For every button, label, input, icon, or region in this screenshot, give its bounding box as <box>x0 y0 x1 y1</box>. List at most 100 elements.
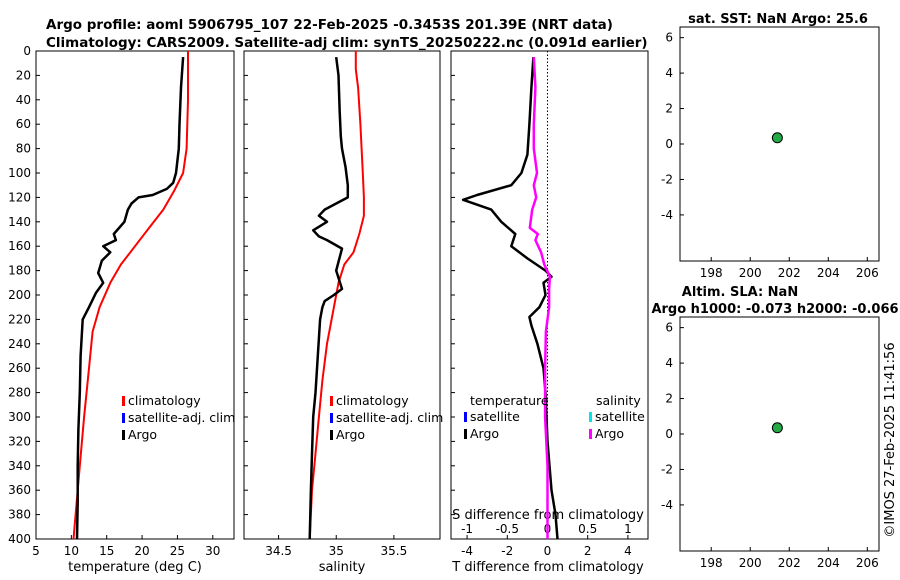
salinity-argo-line <box>308 56 350 540</box>
temperature-tick-label: 15 <box>99 544 114 558</box>
difference-legend-swatch <box>464 412 467 422</box>
difference-legend-swatch <box>589 429 592 439</box>
depth-tick-label: 40 <box>16 93 31 107</box>
difference-legend-swatch <box>464 429 467 439</box>
temperature-tick-label: 30 <box>205 544 220 558</box>
t-difference-tick-label: -4 <box>461 544 473 558</box>
depth-tick-label: 220 <box>8 312 31 326</box>
sla-ytick-label: 0 <box>665 427 673 441</box>
sst-ytick-label: 6 <box>665 31 673 45</box>
sst-ytick-label: -4 <box>661 208 673 222</box>
difference-legend-label: satellite <box>595 409 645 424</box>
figure-title-line2: Climatology: CARS2009. Satellite-adj cli… <box>46 35 648 51</box>
s-difference-tick-label: -1 <box>461 522 473 536</box>
t-difference-tick-label: -2 <box>501 544 513 558</box>
sla-xtick-label: 202 <box>778 556 801 570</box>
figure-title-line1: Argo profile: aoml 5906795_107 22-Feb-20… <box>46 17 613 33</box>
depth-tick-label: 120 <box>8 190 31 204</box>
temperature-plot-frame <box>35 50 235 540</box>
sla-ytick-label: 4 <box>665 356 673 370</box>
depth-tick-label: 260 <box>8 361 31 375</box>
salinity-tick-label: 35 <box>329 544 344 558</box>
sst-ytick-label: 4 <box>665 66 673 80</box>
difference-legend-swatch <box>589 412 592 422</box>
salinity-climatology-line <box>308 51 365 540</box>
t-difference-tick-label: 2 <box>584 544 592 558</box>
sst-ytick-label: 0 <box>665 137 673 151</box>
depth-tick-label: 200 <box>8 288 31 302</box>
s-difference-tick-label: 1 <box>624 522 632 536</box>
sst-argo-marker <box>771 132 783 144</box>
depth-tick-label: 360 <box>8 483 31 497</box>
s-difference-argo-line <box>528 57 552 539</box>
temperature-climatology-line <box>72 51 189 540</box>
temperature-legend-label: climatology <box>128 393 201 408</box>
sla-plot-frame <box>679 316 880 552</box>
depth-tick-label: 240 <box>8 337 31 351</box>
sst-ytick-label: 2 <box>665 102 673 116</box>
difference-legend-label: satellite <box>470 409 520 424</box>
temperature-tick-label: 20 <box>134 544 149 558</box>
sla-xtick-label: 206 <box>856 556 879 570</box>
difference-legend-salinity-title: salinity <box>596 393 641 408</box>
depth-tick-label: 0 <box>23 44 31 58</box>
salinity-xlabel: salinity <box>319 560 366 575</box>
sst-ytick-label: -2 <box>661 172 673 186</box>
salinity-legend-label: climatology <box>336 393 409 408</box>
depth-tick-label: 20 <box>16 68 31 82</box>
depth-tick-label: 80 <box>16 142 31 156</box>
salinity-legend-label: satellite-adj. clim <box>336 410 443 425</box>
temperature-xlabel: temperature (deg C) <box>68 560 202 575</box>
salinity-legend-swatch <box>330 413 333 423</box>
temperature-argo-line <box>75 57 185 540</box>
temperature-legend-swatch <box>122 430 125 440</box>
depth-tick-label: 380 <box>8 508 31 522</box>
sla-ytick-label: 6 <box>665 321 673 335</box>
sla-argo-marker <box>771 422 783 434</box>
depth-tick-label: 60 <box>16 117 31 131</box>
temperature-tick-label: 5 <box>32 544 40 558</box>
salinity-tick-label: 34.5 <box>265 544 292 558</box>
sst-panel-title: sat. SST: NaN Argo: 25.6 <box>688 12 868 27</box>
sst-xtick-label: 198 <box>700 266 723 280</box>
t-difference-tick-label: 4 <box>624 544 632 558</box>
t-difference-tick-label: 0 <box>544 544 552 558</box>
salinity-legend-label: Argo <box>336 427 365 442</box>
temperature-tick-label: 25 <box>170 544 185 558</box>
depth-tick-label: 140 <box>8 215 31 229</box>
s-difference-tick-label: -0.5 <box>496 522 519 536</box>
depth-tick-label: 300 <box>8 410 31 424</box>
difference-legend-label: Argo <box>595 426 624 441</box>
difference-legend-label: Argo <box>470 426 499 441</box>
salinity-legend-swatch <box>330 396 333 406</box>
sla-xtick-label: 198 <box>700 556 723 570</box>
t-difference-argo-line <box>461 57 559 540</box>
temperature-legend-swatch <box>122 396 125 406</box>
salinity-tick-label: 35.5 <box>381 544 408 558</box>
temperature-tick-label: 10 <box>64 544 79 558</box>
depth-tick-label: 180 <box>8 264 31 278</box>
depth-tick-label: 320 <box>8 434 31 448</box>
s-difference-tick-label: 0.5 <box>578 522 597 536</box>
imos-timestamp: ©IMOS 27-Feb-2025 11:41:56 <box>883 342 898 537</box>
depth-tick-label: 280 <box>8 386 31 400</box>
depth-tick-label: 400 <box>8 532 31 546</box>
sst-xtick-label: 200 <box>739 266 762 280</box>
sst-xtick-label: 206 <box>856 266 879 280</box>
depth-tick-label: 340 <box>8 459 31 473</box>
sla-panel-title-line1: Altim. SLA: NaN <box>682 285 798 300</box>
t-difference-xlabel: T difference from climatology <box>451 560 644 575</box>
sst-xtick-label: 202 <box>778 266 801 280</box>
sla-panel-title-line2: Argo h1000: -0.073 h2000: -0.066 <box>651 302 898 317</box>
temperature-legend-label: satellite-adj. clim <box>128 410 235 425</box>
sst-xtick-label: 204 <box>817 266 840 280</box>
salinity-legend-swatch <box>330 430 333 440</box>
temperature-legend-label: Argo <box>128 427 157 442</box>
salinity-plot-frame <box>243 50 441 540</box>
sla-xtick-label: 204 <box>817 556 840 570</box>
depth-tick-label: 100 <box>8 166 31 180</box>
sla-ytick-label: -4 <box>661 498 673 512</box>
temperature-legend-swatch <box>122 413 125 423</box>
sst-plot-frame <box>679 26 880 262</box>
